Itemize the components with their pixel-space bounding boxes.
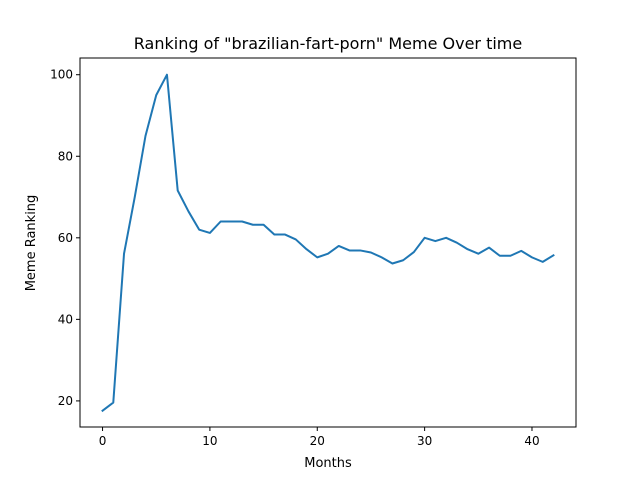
x-tick-label: 0 [99, 434, 107, 448]
x-tick-label: 20 [310, 434, 325, 448]
y-tick-label: 60 [58, 231, 73, 245]
series-line [101, 73, 555, 413]
y-tick-label: 100 [50, 68, 73, 82]
x-tick-label: 40 [524, 434, 539, 448]
x-tick-label: 30 [417, 434, 432, 448]
y-tick-label: 20 [58, 394, 73, 408]
x-axis-label: Months [304, 456, 352, 471]
y-axis-label: Meme Ranking [24, 195, 39, 292]
y-tick-label: 80 [58, 149, 73, 163]
chart-title: Ranking of "brazilian-fart-porn" Meme Ov… [134, 34, 522, 53]
plot-area-frame [79, 57, 577, 428]
x-tick-label: 10 [202, 434, 217, 448]
y-tick-label: 40 [58, 312, 73, 326]
